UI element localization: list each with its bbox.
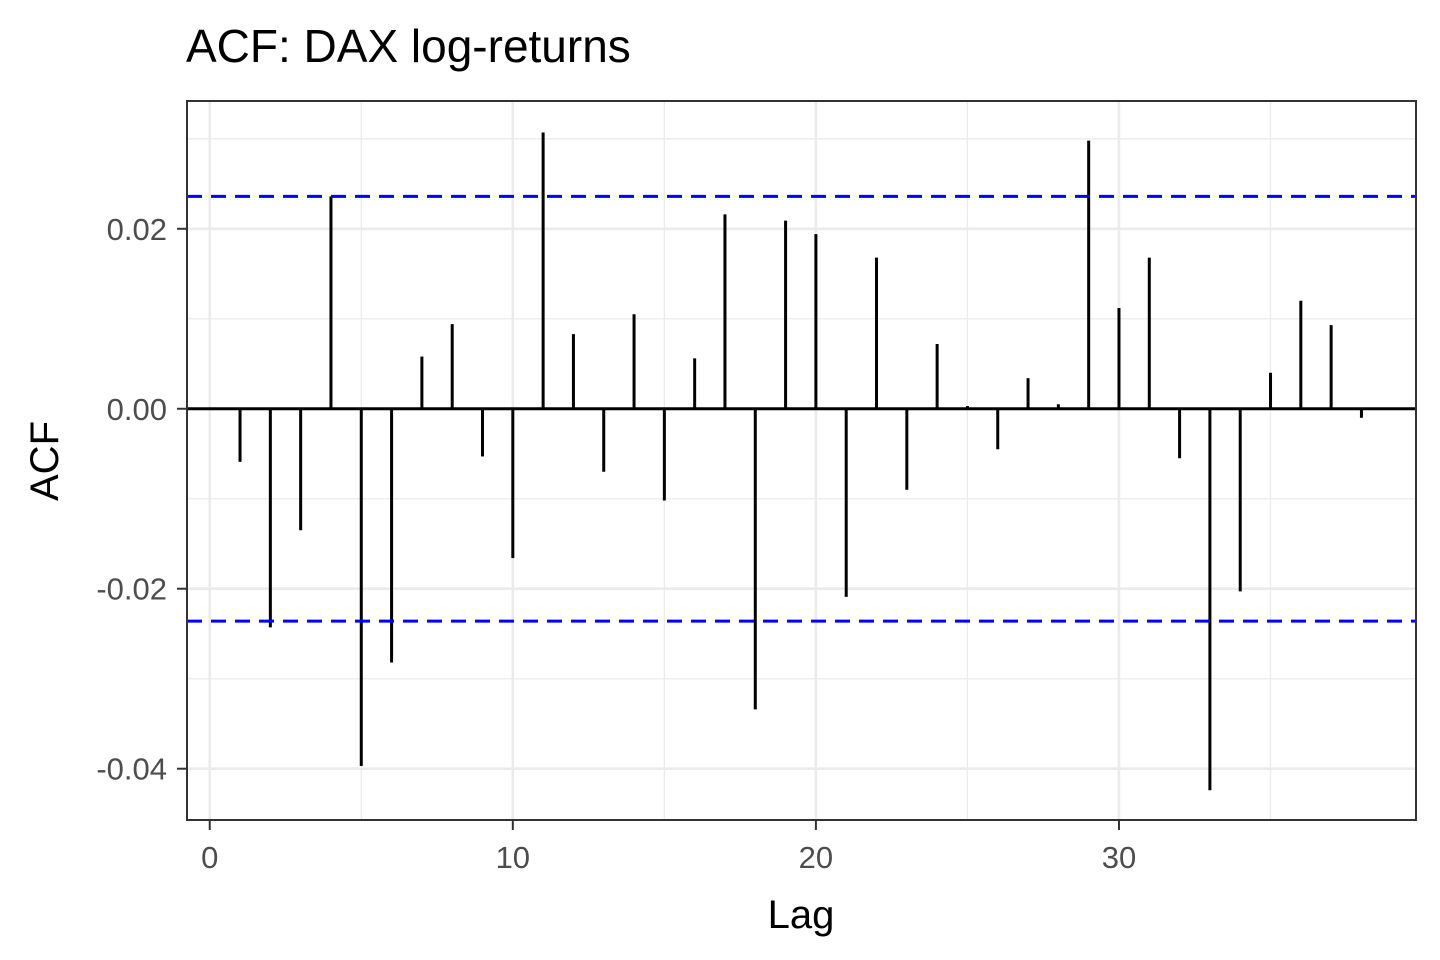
y-tick-label: -0.02 bbox=[96, 572, 167, 607]
confidence-bounds bbox=[187, 194, 1416, 623]
y-tick-label: -0.04 bbox=[96, 752, 167, 787]
x-tick-label: 0 bbox=[201, 840, 218, 875]
panel-border bbox=[186, 100, 1417, 821]
y-tick-label: 0.00 bbox=[107, 392, 167, 427]
x-axis-title: Lag bbox=[768, 893, 835, 937]
plot-panel bbox=[187, 101, 1416, 820]
chart-title: ACF: DAX log-returns bbox=[186, 20, 631, 72]
y-axis-title: ACF bbox=[23, 421, 67, 501]
axis-ticks: 0 10 20 30 -0.04 -0.02 0.00 0.02 bbox=[96, 212, 1136, 875]
x-tick-label: 30 bbox=[1102, 840, 1136, 875]
x-tick-label: 20 bbox=[799, 840, 833, 875]
y-tick-label: 0.02 bbox=[107, 212, 167, 247]
x-tick-label: 10 bbox=[496, 840, 530, 875]
